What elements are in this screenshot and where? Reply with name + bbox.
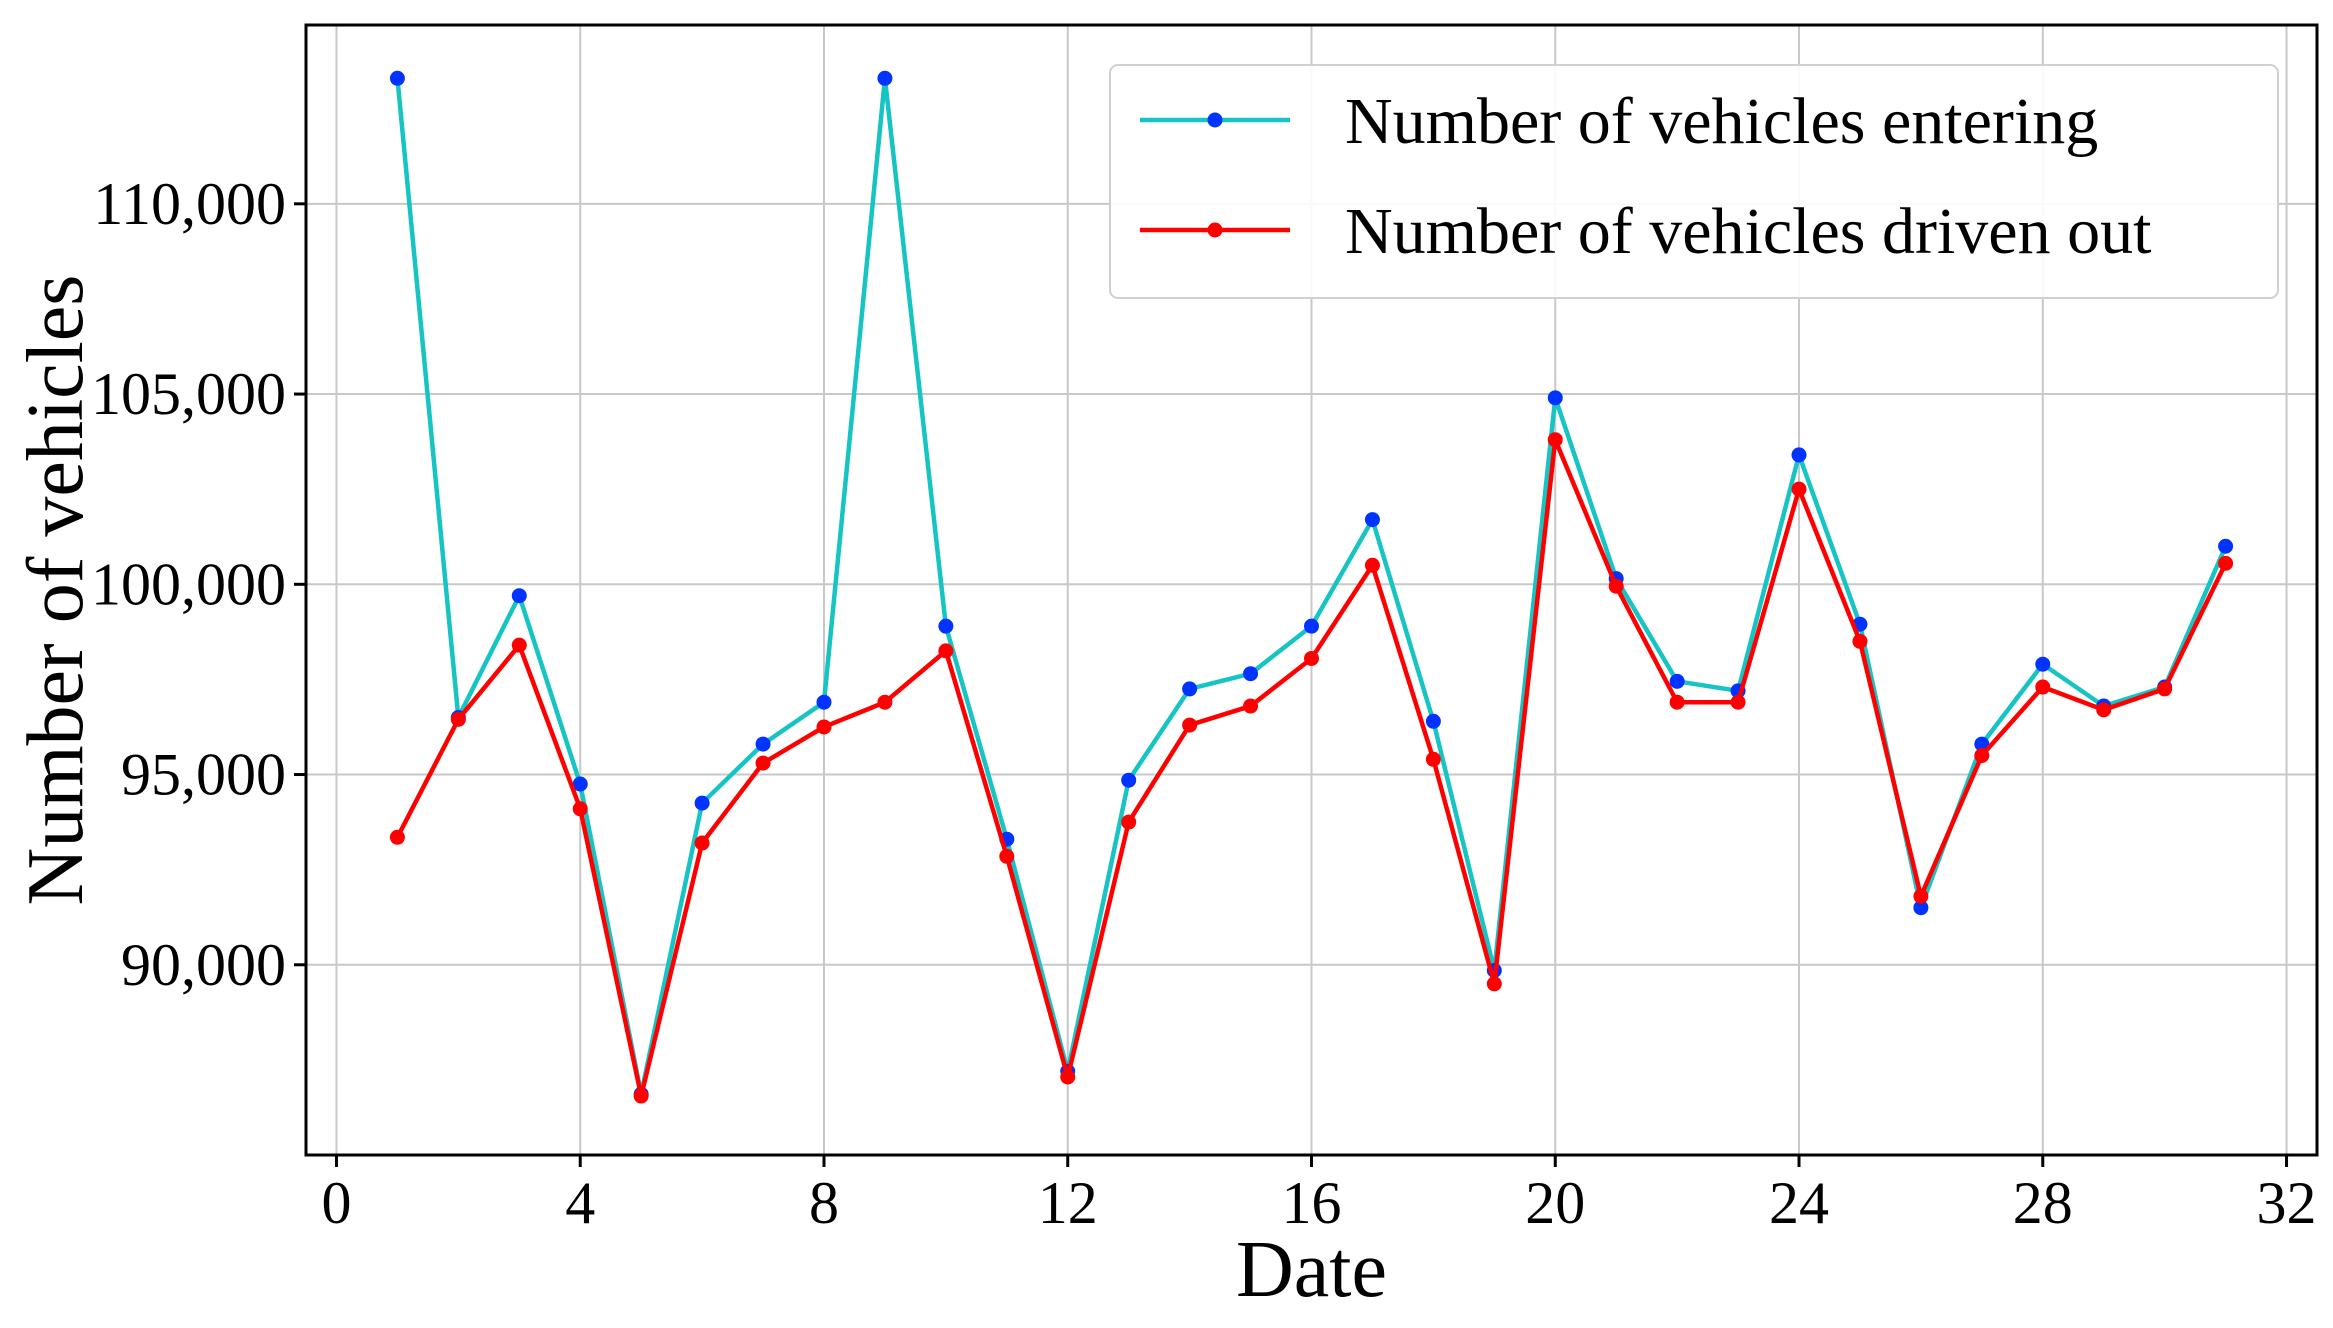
data-point bbox=[1730, 694, 1746, 710]
data-point bbox=[1182, 717, 1198, 733]
data-point bbox=[1669, 694, 1685, 710]
data-point bbox=[1060, 1069, 1076, 1085]
data-point bbox=[1547, 432, 1563, 448]
data-point bbox=[1243, 698, 1259, 714]
data-point bbox=[877, 70, 893, 86]
y-axis-title: Number of vehicles bbox=[12, 275, 100, 906]
data-point bbox=[1669, 673, 1685, 689]
axis-ticks: 0 4 8 12 16 20 24 28 32 90,000 95,000 100,000 105,00… bbox=[91, 171, 2317, 1236]
legend-marker bbox=[1207, 222, 1223, 238]
legend-item-1: Number of vehicles entering bbox=[1140, 85, 2098, 158]
legend-label: Number of vehicles driven out bbox=[1345, 195, 2151, 268]
data-point bbox=[1364, 557, 1380, 573]
data-point bbox=[1974, 736, 1990, 752]
data-point bbox=[572, 801, 588, 817]
legend-box bbox=[1109, 64, 2279, 299]
x-tick-label: 4 bbox=[565, 1170, 595, 1236]
data-point bbox=[2157, 681, 2173, 697]
data-point bbox=[511, 588, 527, 604]
data-point bbox=[999, 848, 1015, 864]
data-point bbox=[1121, 772, 1137, 788]
data-point bbox=[1852, 633, 1868, 649]
y-tick-label: 90,000 bbox=[121, 932, 286, 998]
x-tick-label: 0 bbox=[321, 1170, 351, 1236]
y-tick-label: 95,000 bbox=[121, 742, 286, 808]
data-point bbox=[2218, 555, 2234, 571]
data-point bbox=[694, 795, 710, 811]
data-point bbox=[755, 736, 771, 752]
data-point bbox=[1486, 976, 1502, 992]
legend-marker bbox=[1207, 112, 1223, 128]
data-point bbox=[755, 755, 771, 771]
x-tick-label: 28 bbox=[2013, 1170, 2073, 1236]
y-tick-label: 105,000 bbox=[91, 361, 286, 427]
data-point bbox=[2218, 538, 2234, 554]
series-layer bbox=[389, 70, 2234, 1104]
x-tick-label: 16 bbox=[1282, 1170, 1342, 1236]
data-point bbox=[1913, 888, 1929, 904]
data-point bbox=[450, 711, 466, 727]
data-point bbox=[1182, 681, 1198, 697]
data-point bbox=[389, 829, 405, 845]
data-point bbox=[1791, 481, 1807, 497]
series-2 bbox=[389, 432, 2234, 1104]
data-point bbox=[1791, 447, 1807, 463]
x-tick-label: 12 bbox=[1038, 1170, 1098, 1236]
data-point bbox=[1913, 900, 1929, 916]
data-point bbox=[1304, 618, 1319, 634]
data-point bbox=[1364, 512, 1380, 528]
data-point bbox=[1425, 751, 1441, 767]
data-point bbox=[938, 618, 954, 634]
data-point bbox=[816, 719, 832, 735]
data-point bbox=[816, 694, 832, 710]
x-tick-label: 32 bbox=[2257, 1170, 2317, 1236]
data-point bbox=[938, 643, 954, 659]
data-point bbox=[1304, 650, 1319, 666]
data-point bbox=[2096, 702, 2112, 718]
data-point bbox=[1608, 578, 1624, 594]
x-tick-label: 8 bbox=[809, 1170, 839, 1236]
data-point bbox=[2035, 656, 2051, 672]
x-axis-title: Date bbox=[1236, 1226, 1387, 1314]
legend: Number of vehicles entering Number of veh… bbox=[1109, 64, 2279, 299]
x-tick-label: 24 bbox=[1769, 1170, 1829, 1236]
data-point bbox=[2035, 679, 2051, 695]
data-point bbox=[877, 694, 893, 710]
data-point bbox=[1974, 748, 1990, 764]
data-point bbox=[572, 776, 588, 792]
data-point bbox=[1425, 713, 1441, 729]
data-point bbox=[694, 835, 710, 851]
data-point bbox=[511, 637, 527, 653]
data-point bbox=[1547, 390, 1563, 406]
data-point bbox=[633, 1088, 649, 1104]
y-tick-label: 100,000 bbox=[91, 551, 286, 617]
data-point bbox=[1121, 814, 1137, 830]
legend-item-2: Number of vehicles driven out bbox=[1140, 195, 2151, 268]
legend-label: Number of vehicles entering bbox=[1345, 85, 2098, 158]
data-point bbox=[1243, 666, 1259, 682]
data-point bbox=[389, 70, 405, 86]
y-tick-label: 110,000 bbox=[93, 171, 286, 237]
x-tick-label: 20 bbox=[1525, 1170, 1585, 1236]
